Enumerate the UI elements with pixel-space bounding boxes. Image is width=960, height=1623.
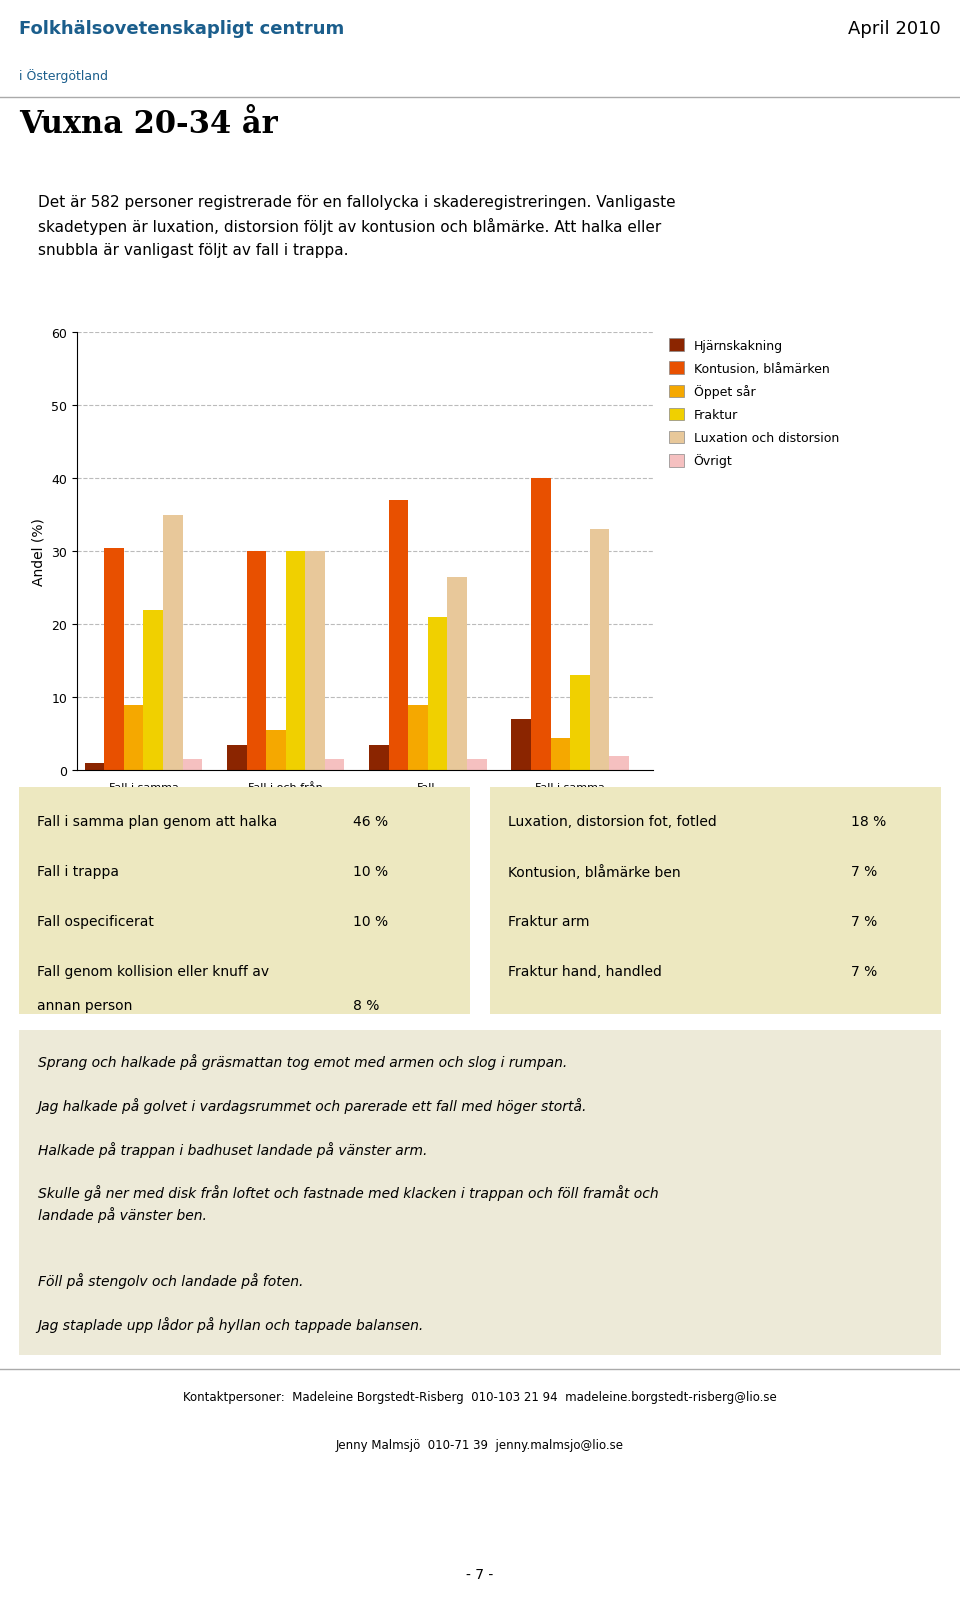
Text: Skulle gå ner med disk från loftet och fastnade med klacken i trappan och föll f: Skulle gå ner med disk från loftet och f… bbox=[37, 1185, 659, 1222]
Text: Folkhälsovetenskapligt centrum: Folkhälsovetenskapligt centrum bbox=[19, 21, 345, 39]
Text: annan person: annan person bbox=[37, 998, 132, 1013]
Bar bbox=[408, 704, 428, 771]
Text: Kontaktpersoner:  Madeleine Borgstedt-Risberg  010-103 21 94  madeleine.borgsted: Kontaktpersoner: Madeleine Borgstedt-Ris… bbox=[183, 1389, 777, 1402]
Text: April 2010: April 2010 bbox=[848, 21, 941, 39]
Bar bbox=[324, 760, 345, 771]
FancyBboxPatch shape bbox=[19, 787, 470, 1014]
Bar bbox=[286, 552, 305, 771]
Bar bbox=[163, 514, 182, 771]
Text: Fall genom kollision eller knuff av: Fall genom kollision eller knuff av bbox=[37, 964, 270, 979]
Text: 7 %: 7 % bbox=[851, 865, 876, 878]
Bar bbox=[512, 721, 531, 771]
Bar bbox=[551, 738, 570, 771]
FancyBboxPatch shape bbox=[490, 787, 941, 1014]
Text: 18 %: 18 % bbox=[851, 815, 886, 828]
Text: Luxation, distorsion fot, fotled: Luxation, distorsion fot, fotled bbox=[508, 815, 716, 828]
Text: 46 %: 46 % bbox=[353, 815, 388, 828]
Bar bbox=[570, 675, 589, 771]
Text: Jag staplade upp lådor på hyllan och tappade balansen.: Jag staplade upp lådor på hyllan och tap… bbox=[37, 1316, 424, 1332]
Bar bbox=[247, 552, 266, 771]
Text: Föll på stengolv och landade på foten.: Föll på stengolv och landade på foten. bbox=[37, 1272, 303, 1289]
Text: 7 %: 7 % bbox=[851, 964, 876, 979]
Text: i Östergötland: i Östergötland bbox=[19, 70, 108, 83]
Text: Fraktur arm: Fraktur arm bbox=[508, 914, 589, 928]
Bar bbox=[370, 745, 389, 771]
Text: Kontusion, blåmärke ben: Kontusion, blåmärke ben bbox=[508, 865, 681, 880]
Bar bbox=[305, 552, 324, 771]
Text: 10 %: 10 % bbox=[353, 865, 388, 878]
Y-axis label: Andel (%): Andel (%) bbox=[32, 518, 45, 586]
Bar bbox=[447, 578, 467, 771]
Legend: Hjärnskakning, Kontusion, blåmärken, Öppet sår, Fraktur, Luxation och distorsion: Hjärnskakning, Kontusion, blåmärken, Öpp… bbox=[669, 339, 839, 467]
Text: 10 %: 10 % bbox=[353, 914, 388, 928]
Bar bbox=[227, 745, 247, 771]
Text: Fall i samma plan genom att halka: Fall i samma plan genom att halka bbox=[37, 815, 277, 828]
Text: Fall ospecificerat: Fall ospecificerat bbox=[37, 914, 155, 928]
Bar bbox=[266, 730, 286, 771]
Bar bbox=[389, 500, 408, 771]
Text: - 7 -: - 7 - bbox=[467, 1568, 493, 1581]
Text: 8 %: 8 % bbox=[353, 998, 379, 1013]
Bar bbox=[589, 529, 610, 771]
Bar bbox=[428, 617, 447, 771]
Text: Halkade på trappan i badhuset landade på vänster arm.: Halkade på trappan i badhuset landade på… bbox=[37, 1141, 427, 1157]
Bar bbox=[84, 763, 105, 771]
Text: Fall i trappa: Fall i trappa bbox=[37, 865, 119, 878]
Text: Sprang och halkade på gräsmattan tog emot med armen och slog i rumpan.: Sprang och halkade på gräsmattan tog emo… bbox=[37, 1053, 567, 1070]
Text: Det är 582 personer registrerade för en fallolycka i skaderegistreringen. Vanlig: Det är 582 personer registrerade för en … bbox=[38, 195, 676, 258]
Bar bbox=[610, 756, 629, 771]
FancyBboxPatch shape bbox=[19, 1031, 941, 1355]
Bar bbox=[124, 704, 143, 771]
Text: Jag halkade på golvet i vardagsrummet och parerade ett fall med höger stortå.: Jag halkade på golvet i vardagsrummet oc… bbox=[37, 1097, 587, 1113]
Text: 7 %: 7 % bbox=[851, 914, 876, 928]
Bar bbox=[467, 760, 487, 771]
Text: Jenny Malmsjö  010-71 39  jenny.malmsjo@lio.se: Jenny Malmsjö 010-71 39 jenny.malmsjo@li… bbox=[336, 1438, 624, 1451]
Bar bbox=[531, 479, 551, 771]
Text: Vuxna 20-34 år: Vuxna 20-34 år bbox=[19, 109, 278, 140]
Bar bbox=[182, 760, 203, 771]
Bar bbox=[143, 610, 163, 771]
Text: Fraktur hand, handled: Fraktur hand, handled bbox=[508, 964, 661, 979]
Bar bbox=[105, 549, 124, 771]
